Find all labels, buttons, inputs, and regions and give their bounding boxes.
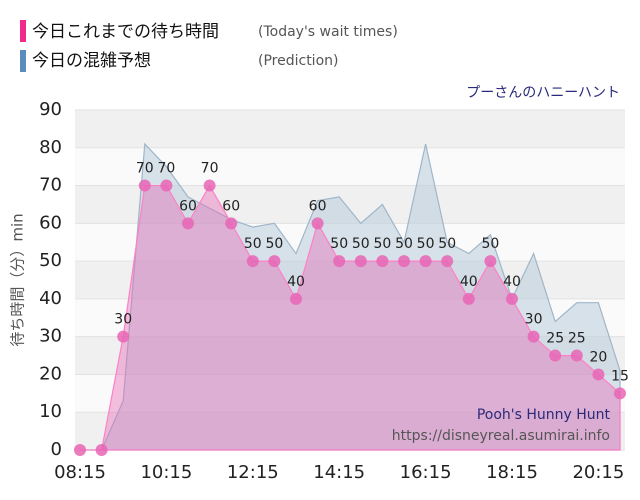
legend-label: 今日の混雑予想 [32, 51, 151, 71]
point [117, 330, 130, 343]
point [203, 179, 216, 192]
value-label: 15 [611, 368, 629, 384]
y-tick-label: 90 [39, 99, 62, 120]
x-tick-label: 10:15 [140, 462, 192, 483]
y-tick-label: 40 [39, 288, 62, 309]
value-label: 25 [546, 331, 564, 347]
value-label: 40 [287, 274, 305, 290]
value-label: 25 [568, 331, 586, 347]
point [592, 368, 605, 381]
value-label: 50 [395, 236, 413, 252]
point [462, 292, 475, 305]
value-label: 50 [330, 236, 348, 252]
y-tick-label: 80 [39, 137, 62, 158]
grid-band [75, 110, 625, 148]
point [354, 255, 367, 268]
point [95, 444, 108, 456]
watermark: Pooh's Hunny Hunt [477, 407, 611, 423]
area [80, 184, 621, 451]
x-tick-label: 20:15 [572, 462, 624, 483]
value-label: 20 [589, 349, 607, 365]
value-label: 50 [417, 236, 435, 252]
value-label: 70 [157, 161, 175, 177]
chart-subtitle: プーさんのハニーハント [466, 85, 620, 101]
point [138, 179, 151, 192]
point [246, 255, 259, 268]
value-label: 40 [503, 274, 521, 290]
legend-swatch [20, 50, 26, 72]
point [441, 255, 454, 268]
legend-note: (Prediction) [258, 53, 338, 69]
point [419, 255, 432, 268]
value-label: 70 [136, 161, 154, 177]
y-tick-label: 70 [39, 175, 62, 196]
point [268, 255, 281, 268]
x-tick-label: 12:15 [227, 462, 279, 483]
x-tick-label: 16:15 [400, 462, 452, 483]
point [376, 255, 389, 268]
value-label: 50 [481, 236, 499, 252]
point [225, 217, 238, 230]
point [570, 349, 583, 362]
value-label: 70 [201, 161, 219, 177]
watermark: https://disneyreal.asumirai.info [392, 428, 610, 444]
value-label: 60 [222, 198, 240, 214]
plot: 0 10 20 30 40 50 60 70 80 90 08:15 10:15 12:15 14:15 1… [39, 99, 629, 483]
x-tick-label: 18:15 [486, 462, 538, 483]
point [506, 292, 518, 305]
value-label: 50 [373, 236, 391, 252]
y-tick-label: 30 [39, 326, 62, 347]
value-label: 60 [309, 198, 327, 214]
x-tick-label: 08:15 [54, 462, 106, 483]
y-tick-label: 20 [39, 363, 62, 384]
point [398, 255, 410, 268]
value-label: 40 [460, 274, 478, 290]
x-tick-label: 14:15 [313, 462, 365, 483]
value-label: 60 [179, 198, 197, 214]
legend-note: (Today's wait times) [258, 24, 398, 40]
value-label: 50 [244, 236, 262, 252]
point [614, 387, 626, 400]
area [80, 142, 621, 451]
y-tick-label: 60 [39, 212, 62, 233]
point [549, 349, 562, 362]
y-axis-label: 待ち時間（分）min [9, 213, 27, 346]
value-label: 30 [525, 312, 543, 328]
y-tick-label: 10 [39, 401, 62, 422]
point [484, 255, 497, 268]
point [290, 292, 302, 305]
y-tick-label: 50 [39, 250, 62, 271]
legend-label: 今日これまでの待ち時間 [32, 22, 219, 42]
value-label: 50 [352, 236, 370, 252]
point [333, 255, 346, 268]
y-tick-label: 0 [51, 439, 62, 460]
point [527, 330, 540, 343]
point [74, 444, 86, 456]
value-label: 50 [438, 236, 456, 252]
point [182, 217, 194, 230]
point [311, 217, 324, 230]
value-label: 50 [265, 236, 283, 252]
value-label: 30 [114, 312, 132, 328]
legend-swatch [20, 20, 26, 42]
point [160, 179, 173, 192]
